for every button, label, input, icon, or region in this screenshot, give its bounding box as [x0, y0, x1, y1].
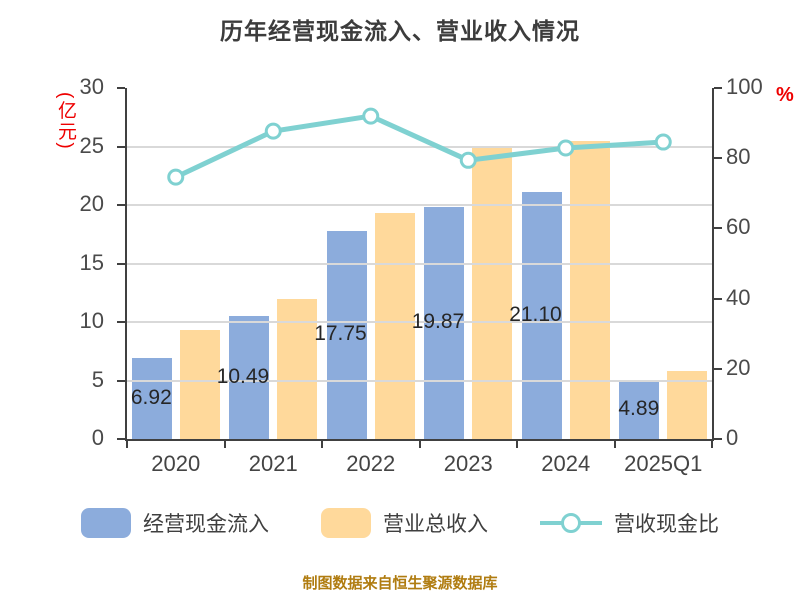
x-axis-tick	[126, 441, 128, 448]
x-axis-tick	[223, 441, 226, 448]
ratio-line-path	[174, 113, 664, 180]
y-axis-tick	[714, 227, 722, 230]
y-axis-tick-label: 0	[91, 425, 104, 450]
y-axis-tick-label: 100	[726, 74, 763, 99]
x-axis-tick	[321, 441, 323, 448]
x-axis-line	[125, 439, 714, 441]
x-axis-tick	[613, 441, 616, 448]
x-axis-label: 2024	[541, 451, 591, 476]
ratio-marker	[459, 151, 477, 169]
y-axis-tick-label: 40	[726, 284, 751, 310]
y-axis-tick-label: 25	[79, 132, 104, 158]
y-axis-tick-label: 80	[726, 144, 751, 170]
bar-revenue	[569, 141, 610, 439]
cash-inflow-swatch-icon	[81, 508, 131, 538]
bar-revenue	[667, 371, 708, 439]
bar-cash-inflow	[131, 358, 172, 439]
y-axis-tick	[117, 321, 125, 323]
bar-cash-inflow	[521, 192, 562, 439]
y-axis-tick-label: 0	[726, 425, 739, 450]
bar-value-label: 17.75	[314, 322, 367, 346]
ratio-line-series	[167, 107, 672, 186]
legend-item-ratio: 营收现金比	[540, 508, 719, 538]
ratio-marker	[654, 133, 672, 151]
y-axis-tick	[714, 87, 722, 89]
x-axis-label: 2025Q1	[624, 451, 703, 476]
y-axis-tick-label: 60	[726, 214, 751, 240]
y-axis-tick-label: 15	[79, 249, 104, 275]
legend-item-cash-inflow: 经营现金流入	[81, 508, 269, 538]
h-gridline	[127, 204, 712, 206]
bar-value-label: 19.87	[411, 309, 465, 333]
y-axis-tick	[714, 367, 722, 370]
y-axis-left-line	[125, 88, 127, 439]
y-axis-tick	[117, 379, 125, 382]
bar-cash-inflow	[619, 381, 660, 439]
legend: 经营现金流入 营业总收入 营收现金比	[0, 508, 800, 538]
right-axis-unit-label: %	[776, 84, 794, 106]
legend-label: 营业总收入	[383, 513, 488, 536]
x-axis-label: 2021	[248, 451, 298, 476]
y-axis-right-line	[712, 88, 714, 439]
y-axis-tick-label: 20	[726, 354, 751, 380]
ratio-marker	[167, 168, 185, 186]
y-axis-tick-label: 10	[79, 308, 104, 333]
x-axis-label: 2023	[443, 451, 493, 476]
left-axis-unit-label: (亿元)	[55, 92, 76, 151]
ratio-marker	[557, 139, 575, 157]
h-gridline	[127, 262, 712, 265]
bar-value-label: 4.89	[618, 397, 660, 421]
bar-value-label: 10.49	[216, 364, 270, 388]
x-axis-tick	[516, 441, 518, 448]
bar-value-label: 21.10	[509, 302, 562, 326]
legend-label: 经营现金流入	[143, 513, 269, 536]
bar-revenue	[179, 330, 220, 439]
ratio-marker	[362, 107, 380, 125]
y-axis-tick	[714, 157, 722, 160]
bar-cash-inflow	[229, 316, 270, 439]
ratio-line-marker-icon	[540, 508, 602, 538]
chart-title: 历年经营现金流入、营业收入情况	[220, 18, 580, 44]
y-axis-tick	[714, 438, 722, 440]
y-axis-tick	[117, 204, 125, 206]
bar-value-label: 6.92	[130, 385, 172, 409]
y-axis-tick	[117, 145, 125, 148]
bar-cash-inflow	[326, 231, 367, 439]
bar-revenue	[374, 213, 415, 439]
h-gridline	[127, 321, 712, 323]
data-source-caption: 制图数据来自恒生聚源数据库	[302, 575, 498, 592]
x-axis-tick	[418, 441, 421, 448]
y-axis-tick	[117, 438, 125, 440]
h-gridline	[127, 379, 712, 382]
x-axis-label: 2020	[151, 451, 201, 476]
y-axis-tick	[714, 297, 722, 300]
legend-item-revenue: 营业总收入	[321, 508, 488, 538]
h-gridline	[127, 145, 712, 148]
ratio-marker	[264, 122, 282, 140]
x-axis-tick	[711, 441, 713, 448]
y-axis-tick	[117, 87, 125, 89]
legend-label: 营收现金比	[614, 513, 719, 536]
x-axis-label: 2022	[346, 451, 396, 476]
bar-revenue	[472, 146, 513, 439]
revenue-swatch-icon	[321, 508, 371, 538]
y-axis-tick-label: 30	[79, 74, 104, 99]
y-axis-tick-label: 20	[79, 191, 104, 216]
y-axis-tick-label: 5	[91, 366, 104, 392]
y-axis-tick	[117, 262, 125, 265]
